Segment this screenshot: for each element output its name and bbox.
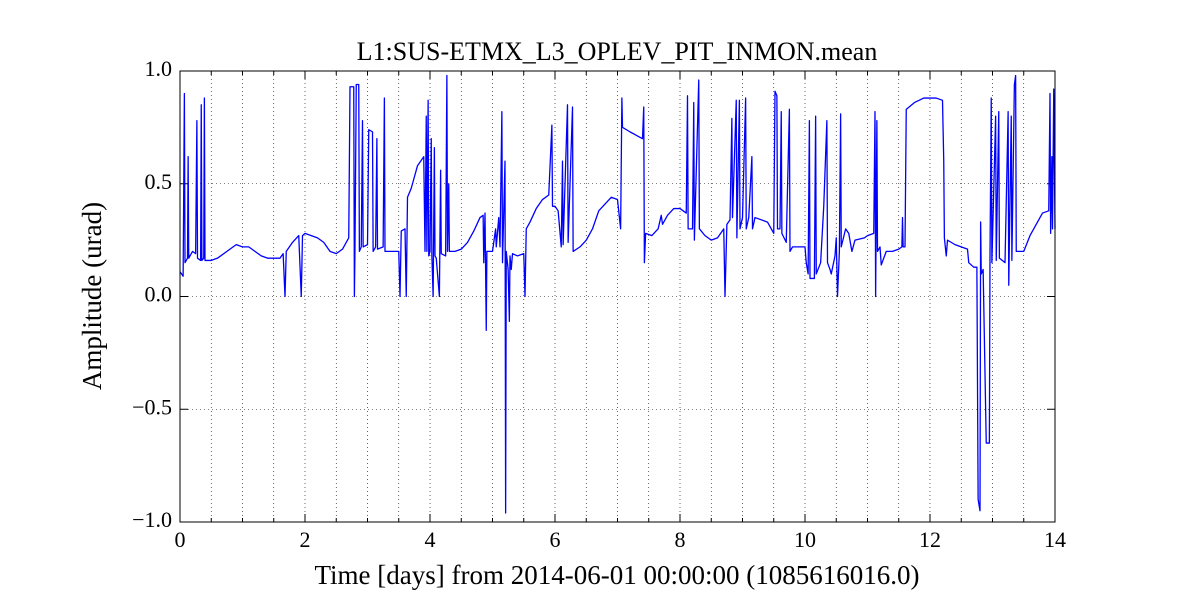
x-tick-label: 0 <box>175 527 186 552</box>
y-tick-label: −1.0 <box>132 507 172 532</box>
plot-frame <box>179 70 1056 523</box>
x-tick-label: 12 <box>919 527 941 552</box>
y-tick-label: 1.0 <box>145 56 173 81</box>
x-axis-label: Time [days] from 2014-06-01 00:00:00 (10… <box>315 560 920 590</box>
y-tick-label: 0.5 <box>145 169 173 194</box>
x-tick-label: 14 <box>1044 527 1066 552</box>
y-tick-label: 0.0 <box>145 282 173 307</box>
chart-title: L1:SUS-ETMX_L3_OPLEV_PIT_INMON.mean <box>357 37 878 66</box>
x-tick-label: 10 <box>794 527 816 552</box>
y-axis-label: Amplitude (urad) <box>77 202 107 390</box>
x-tick-label: 2 <box>300 527 311 552</box>
data-line <box>179 74 1056 514</box>
x-tick-label: 4 <box>425 527 436 552</box>
x-tick-label: 6 <box>550 527 561 552</box>
y-tick-label: −0.5 <box>132 394 172 419</box>
x-tick-label: 8 <box>675 527 686 552</box>
